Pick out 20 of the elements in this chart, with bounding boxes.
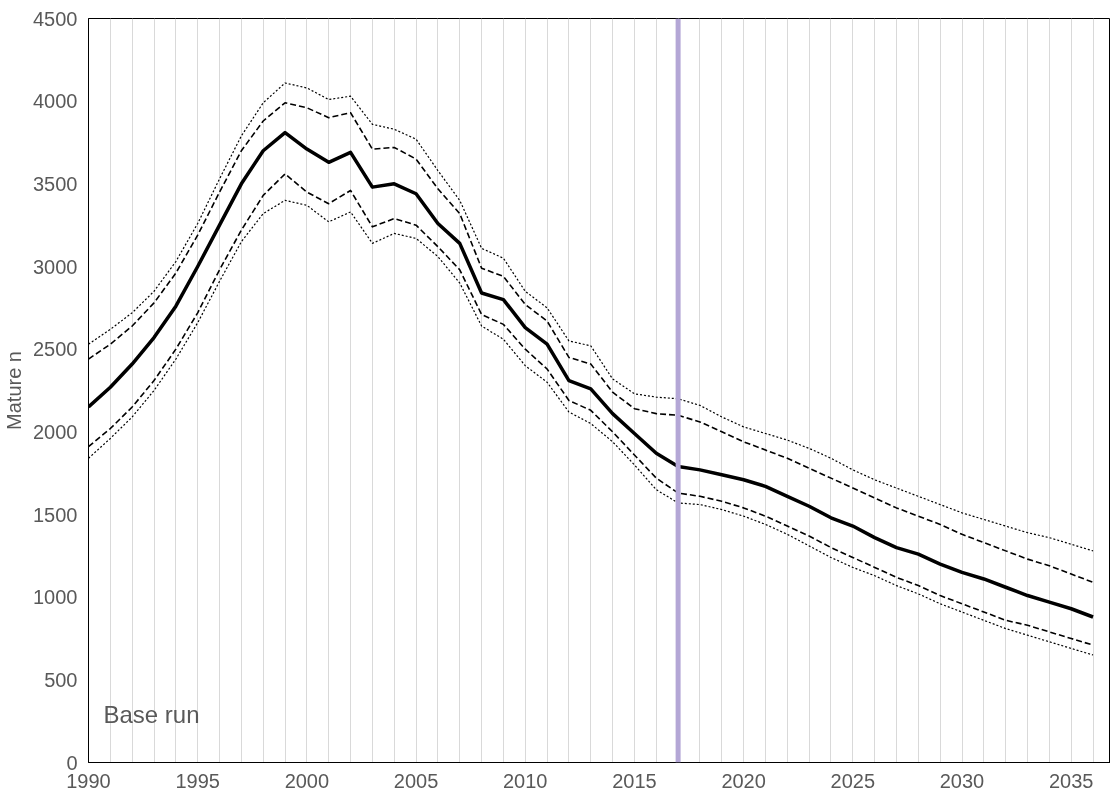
y-tick-label: 1000 xyxy=(33,586,78,609)
x-tick-label: 2025 xyxy=(830,769,876,792)
y-tick-label: 4000 xyxy=(33,90,78,113)
x-tick-label: 2010 xyxy=(503,769,548,792)
y-tick-label: 2500 xyxy=(33,338,78,361)
y-tick-label: 4500 xyxy=(33,7,78,30)
y-tick-label: 2000 xyxy=(33,420,78,443)
y-tick-label: 1500 xyxy=(33,503,78,526)
x-tick-label: 1995 xyxy=(175,769,220,792)
x-tick-label: 2005 xyxy=(393,769,439,792)
x-tick-label: 2035 xyxy=(1048,769,1094,792)
x-tick-label: 2030 xyxy=(939,769,985,792)
x-tick-label: 2020 xyxy=(721,769,766,792)
y-tick-label: 3000 xyxy=(33,255,78,278)
annotation: Base run xyxy=(103,700,200,728)
x-tick-label: 2015 xyxy=(612,769,657,792)
y-tick-label: 3500 xyxy=(33,172,78,195)
x-tick-label: 2000 xyxy=(284,769,330,792)
y-tick-label: 500 xyxy=(44,668,78,691)
y-axis-title: Mature n xyxy=(3,351,26,430)
